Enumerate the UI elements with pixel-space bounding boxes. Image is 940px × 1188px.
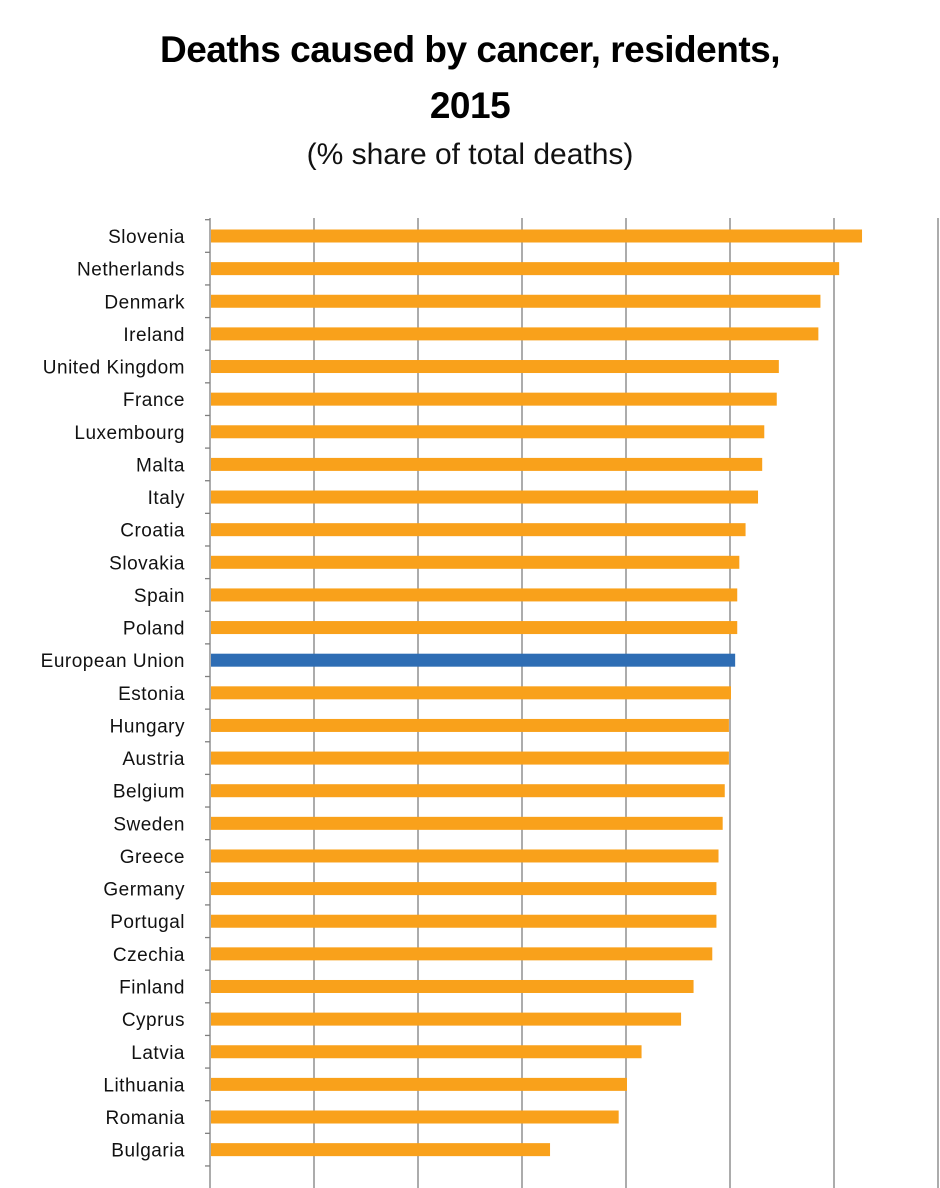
bar-austria [211,751,729,765]
bar-denmark [211,294,821,308]
category-label: Ireland [123,325,185,346]
bar-belgium [211,784,725,798]
bar-estonia [211,686,731,700]
category-label: Estonia [118,684,185,705]
category-label: Cyprus [122,1010,185,1031]
bar-bulgaria [211,1143,551,1157]
category-label: Lithuania [103,1075,185,1096]
category-label: Luxembourg [74,423,185,444]
bar-portugal [211,914,717,928]
bar-croatia [211,523,746,537]
bar-ireland [211,327,819,341]
bar-malta [211,457,763,471]
category-label: Belgium [113,782,185,803]
bar-latvia [211,1045,642,1059]
category-label: Malta [136,455,185,476]
bar-luxembourg [211,425,765,439]
category-label: United Kingdom [43,358,185,379]
bar-cyprus [211,1012,682,1026]
category-label: Netherlands [77,260,185,281]
bar-finland [211,979,694,993]
category-label: Denmark [104,292,185,313]
bar-united-kingdom [211,360,779,374]
category-label: Latvia [131,1043,185,1064]
chart-title-line-1: Deaths caused by cancer, residents, [159,29,781,70]
category-label: Germany [103,880,185,901]
category-label: Romania [105,1108,185,1129]
category-label: Austria [122,749,185,770]
bar-spain [211,588,738,602]
category-label: European Union [41,651,185,672]
bar-france [211,392,777,406]
category-label: Croatia [120,521,185,542]
category-label: Finland [119,977,185,998]
bar-netherlands [211,262,840,276]
bar-greece [211,849,719,863]
bar-european-union [211,653,736,667]
category-label: Sweden [113,814,185,835]
category-label: Bulgaria [111,1141,185,1162]
bar-slovakia [211,555,740,569]
bar-czechia [211,947,713,961]
chart-title-line-2: 2015 [429,85,511,126]
category-label: Spain [134,586,185,607]
bar-hungary [211,718,729,732]
category-label: Hungary [110,716,185,737]
bar-slovenia [211,229,863,243]
category-label: Slovenia [108,227,185,248]
bar-lithuania [211,1077,627,1091]
chart-subtitle: (% share of total deaths) [306,138,634,171]
category-label: Czechia [113,945,185,966]
bar-poland [211,621,738,635]
category-label: Greece [120,847,185,868]
category-label: Slovakia [109,553,185,574]
category-label: Poland [123,619,185,640]
bar-romania [211,1110,619,1124]
bar-sweden [211,816,723,830]
category-label: Italy [148,488,185,509]
bar-germany [211,882,717,896]
category-label: Portugal [110,912,185,933]
category-label: France [123,390,185,411]
chart-title: Deaths caused by cancer, residents, 2015 [0,22,940,134]
bar-italy [211,490,759,504]
